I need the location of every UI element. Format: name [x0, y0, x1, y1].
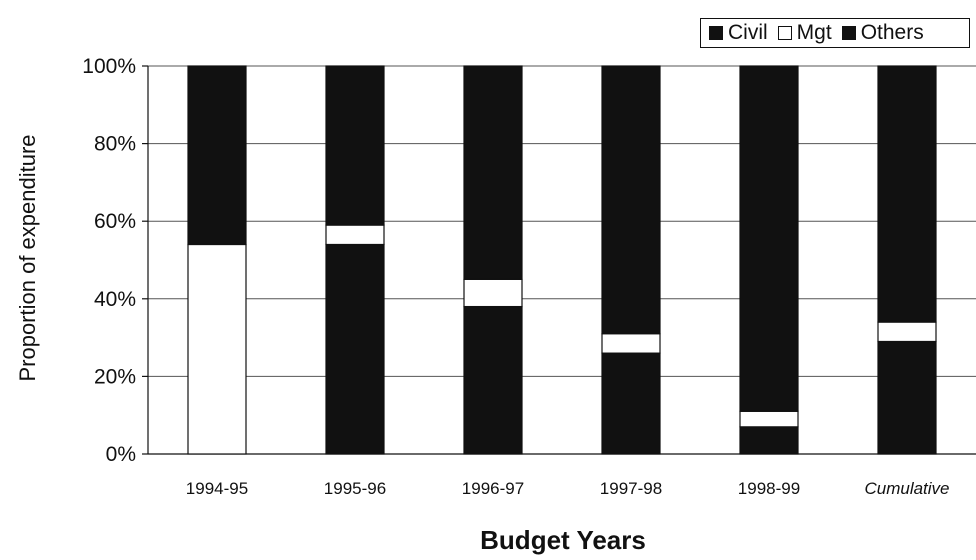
bar-segment-others — [601, 65, 661, 335]
x-tick-label: 1994-95 — [186, 479, 248, 498]
x-tick-label: 1995-96 — [324, 479, 386, 498]
x-tick-label: 1996-97 — [462, 479, 524, 498]
y-axis-title: Proportion of expenditure — [15, 134, 40, 382]
x-axis-ticks: 1994-95 1995-96 1996-97 1997-98 1998-99 Cumul… — [186, 479, 950, 498]
legend-swatch-others — [841, 26, 856, 40]
gridlines — [148, 65, 976, 377]
legend-label-others: Others — [860, 21, 924, 44]
y-tick-label: 20% — [94, 365, 136, 388]
legend-label-mgt: Mgt — [796, 21, 832, 44]
bar-segment-civil — [877, 340, 937, 455]
bar-segment-mgt — [463, 278, 523, 308]
x-tick-label: 1997-98 — [600, 479, 662, 498]
bar-segment-mgt — [187, 243, 247, 455]
bar-segment-others — [739, 65, 799, 412]
bar-segment-mgt — [877, 321, 937, 343]
bars — [187, 65, 937, 455]
y-tick-label: 40% — [94, 288, 136, 311]
legend-item-others: Others — [841, 21, 924, 45]
bar-segment-others — [877, 65, 937, 323]
bar-segment-civil — [463, 305, 523, 455]
bar-segment-civil — [739, 426, 799, 455]
legend-item-civil: Civil — [709, 21, 768, 45]
plot-frame — [147, 66, 976, 455]
x-axis-title: Budget Years — [480, 525, 646, 555]
y-tick-label: 100% — [82, 55, 136, 78]
bar-segment-mgt — [325, 224, 385, 246]
bar-segment-mgt — [739, 410, 799, 428]
bar-segment-civil — [325, 243, 385, 455]
bar-segment-others — [187, 65, 247, 246]
legend: Civil Mgt Others — [700, 18, 970, 48]
y-tick-label: 80% — [94, 133, 136, 156]
y-tick-label: 0% — [106, 443, 136, 466]
y-axis-ticks: 0% 20% 40% 60% 80% 100% — [82, 55, 148, 466]
bar-segment-others — [325, 65, 385, 226]
y-tick-label: 60% — [94, 210, 136, 233]
bar-segment-civil — [601, 352, 661, 455]
bar-segment-others — [463, 65, 523, 280]
legend-swatch-civil — [709, 26, 723, 40]
bar-segment-mgt — [601, 333, 661, 354]
legend-swatch-mgt — [777, 26, 792, 40]
x-tick-label: 1998-99 — [738, 479, 800, 498]
legend-label-civil: Civil — [728, 21, 768, 44]
legend-item-mgt: Mgt — [777, 21, 832, 45]
x-tick-label: Cumulative — [864, 479, 949, 498]
